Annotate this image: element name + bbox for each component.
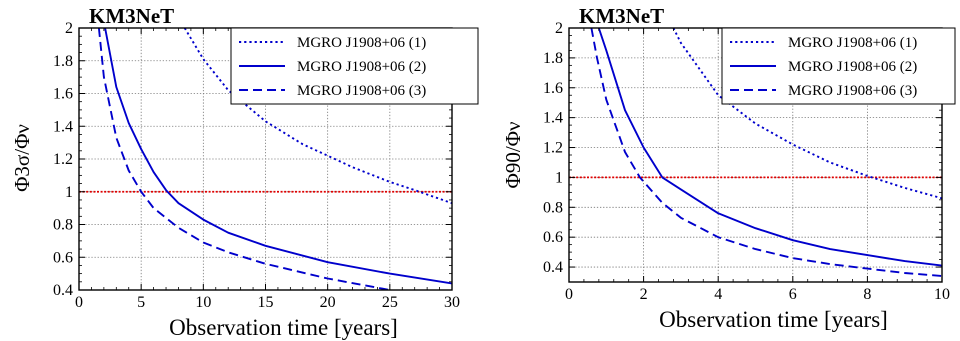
y-tick-label: 0.4 [543,259,563,276]
x-axis-label: Observation time [years] [169,315,398,340]
series-line-3 [97,28,390,290]
series-line-2 [597,28,942,267]
y-tick-label: 0.8 [543,199,563,216]
chart-panel-1: 0 5 10 15 20 25 30 0.4 0.6 0.8 1 1.2 1.4 1.6 1.8 2 Obser… [10,4,479,340]
x-tick-label: 2 [640,286,648,303]
y-tick-label: 1.6 [543,80,563,97]
y-tick-label: 1.2 [53,151,73,168]
x-tick-label: 15 [258,294,274,311]
y-axis-label: Φ3σ/Φν [10,124,34,192]
legend-label-3: MGRO J1908+06 (3) [788,83,917,99]
y-tick-label: 0.6 [53,249,73,266]
series-line-1 [672,28,942,200]
y-tick-label: 1 [65,184,73,201]
legend-label-2: MGRO J1908+06 (2) [788,59,917,75]
series-group [97,28,452,290]
y-tick-label: 0.8 [53,217,73,234]
series-line-1 [183,28,452,205]
legend-label-1: MGRO J1908+06 (1) [788,35,917,51]
legend: MGRO J1908+06 (1) MGRO J1908+06 (2) MGRO J… [230,27,479,105]
chart-panel-2: 0 2 4 6 8 10 0.4 0.6 0.8 1 1.2 1.4 1.6 1.8 2 Observatio… [501,4,956,332]
legend-label-1: MGRO J1908+06 (1) [297,35,426,51]
legend-label-2: MGRO J1908+06 (2) [297,59,426,75]
series-group [590,28,942,277]
x-tick-label: 5 [137,294,145,311]
y-tick-label: 2 [65,20,73,37]
y-tick-label: 1.6 [53,86,73,103]
x-tick-label: 0 [565,286,573,303]
x-axis-label: Observation time [years] [659,307,888,332]
chart-title: KM3NeT [579,4,664,28]
legend-label-3: MGRO J1908+06 (3) [297,83,426,99]
x-tick-label: 20 [320,294,336,311]
y-tick-label: 2 [555,20,563,37]
y-tick-label: 1.8 [543,50,563,67]
y-tick-label: 1.2 [543,140,563,157]
y-tick-label: 1.4 [53,118,73,135]
x-tick-label: 25 [382,294,398,311]
series-line-2 [104,28,452,285]
y-tick-label: 0.4 [53,282,73,299]
y-tick-label: 0.6 [543,229,563,246]
x-tick-label: 6 [789,286,797,303]
x-tick-label: 30 [444,294,460,311]
x-tick-label: 8 [863,286,871,303]
x-tick-label: 10 [195,294,211,311]
y-axis-label: Φ90/Φν [501,121,525,188]
y-tick-label: 1 [555,169,563,186]
y-tick-label: 1.4 [543,110,563,127]
x-tick-label: 10 [934,286,950,303]
chart-title: KM3NeT [89,4,174,28]
legend: MGRO J1908+06 (1) MGRO J1908+06 (2) MGRO J… [721,27,956,105]
y-tick-label: 1.8 [53,53,73,70]
x-tick-label: 0 [75,294,83,311]
x-tick-label: 4 [714,286,722,303]
